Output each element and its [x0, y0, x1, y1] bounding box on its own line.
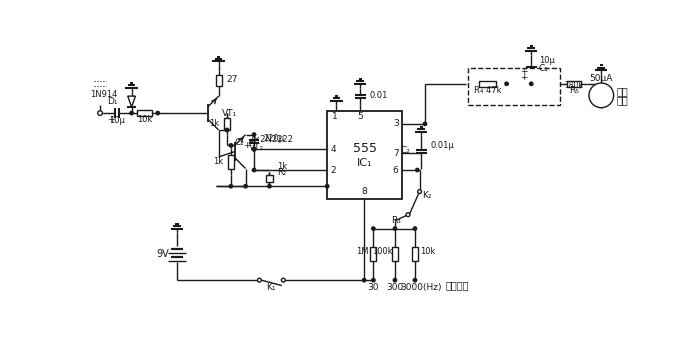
Text: K₂: K₂: [423, 191, 432, 200]
Circle shape: [362, 278, 366, 282]
Bar: [137, 110, 152, 116]
Text: 4: 4: [330, 145, 336, 154]
Circle shape: [589, 83, 613, 108]
Text: +: +: [520, 73, 527, 82]
Circle shape: [505, 82, 508, 85]
Text: R₂: R₂: [277, 168, 286, 177]
Circle shape: [423, 122, 427, 125]
Text: 1k: 1k: [210, 119, 219, 128]
Text: R₃: R₃: [391, 216, 401, 225]
Bar: [327, 111, 402, 199]
Circle shape: [229, 144, 232, 147]
Text: VT₁: VT₁: [221, 108, 237, 118]
Text: VT₂: VT₂: [248, 143, 264, 152]
Circle shape: [418, 190, 421, 194]
Circle shape: [281, 278, 285, 282]
Text: 面板: 面板: [617, 95, 629, 105]
Text: 1N914: 1N914: [90, 90, 118, 99]
Circle shape: [226, 128, 229, 132]
Text: 10k: 10k: [420, 247, 435, 256]
Text: 2: 2: [330, 165, 336, 175]
Bar: [266, 175, 273, 182]
Text: 30: 30: [368, 283, 379, 292]
Circle shape: [253, 147, 255, 151]
Circle shape: [253, 147, 255, 151]
Text: 3: 3: [393, 119, 398, 128]
Circle shape: [156, 112, 160, 115]
Text: 1k: 1k: [213, 157, 223, 166]
Text: 8: 8: [362, 187, 367, 196]
Bar: [216, 75, 221, 86]
Circle shape: [372, 227, 375, 230]
Circle shape: [413, 278, 416, 282]
Circle shape: [244, 184, 247, 188]
Circle shape: [268, 184, 271, 188]
Text: 10μ: 10μ: [539, 56, 555, 65]
Circle shape: [257, 278, 262, 282]
Text: C₁: C₁: [539, 64, 549, 73]
Circle shape: [413, 227, 416, 230]
Text: K₁: K₁: [266, 283, 276, 292]
Text: 9V: 9V: [157, 249, 169, 259]
Circle shape: [253, 168, 255, 172]
Text: 27: 27: [226, 76, 237, 84]
Circle shape: [393, 278, 397, 282]
Text: 555: 555: [353, 142, 377, 155]
Text: 3000(Hz): 3000(Hz): [400, 283, 442, 292]
Polygon shape: [128, 96, 135, 107]
Text: IC₁: IC₁: [357, 158, 372, 168]
Text: C₂: C₂: [400, 146, 410, 155]
Text: +: +: [520, 67, 527, 76]
Circle shape: [325, 184, 329, 188]
Circle shape: [393, 227, 397, 230]
Circle shape: [253, 133, 255, 136]
Text: 5: 5: [357, 113, 363, 121]
Text: 50μA: 50μA: [590, 74, 613, 83]
Circle shape: [130, 112, 133, 115]
Text: 300: 300: [387, 283, 404, 292]
Text: +: +: [243, 140, 250, 149]
Text: 10k: 10k: [137, 115, 153, 124]
Circle shape: [416, 168, 419, 172]
Text: 表头: 表头: [617, 86, 629, 97]
Circle shape: [372, 278, 375, 282]
Bar: [468, 68, 561, 105]
Text: R₅: R₅: [568, 86, 579, 95]
Text: 6: 6: [393, 165, 398, 175]
Text: +: +: [107, 115, 115, 124]
Text: 2×2N2222: 2×2N2222: [248, 135, 294, 144]
Text: D₁: D₁: [108, 97, 118, 106]
Text: 10μ: 10μ: [109, 116, 125, 125]
Text: R₄ 47k: R₄ 47k: [473, 86, 501, 95]
Circle shape: [98, 111, 102, 115]
Circle shape: [406, 213, 410, 217]
Bar: [479, 81, 496, 87]
Bar: [224, 118, 230, 130]
Bar: [371, 247, 376, 260]
Bar: [566, 81, 582, 87]
Text: 1: 1: [332, 113, 338, 121]
Circle shape: [229, 184, 232, 188]
Text: 180k: 180k: [564, 81, 583, 90]
Bar: [392, 247, 398, 260]
Text: 100k: 100k: [372, 247, 393, 256]
Text: 7: 7: [393, 148, 398, 158]
Text: C₂: C₂: [235, 138, 245, 147]
Text: 频率量程: 频率量程: [446, 280, 469, 290]
Bar: [228, 155, 234, 169]
Text: 1k: 1k: [277, 162, 287, 171]
Text: 0.01μ: 0.01μ: [430, 141, 454, 150]
Bar: [412, 247, 418, 260]
Circle shape: [530, 82, 533, 85]
Text: 0.01: 0.01: [369, 91, 388, 100]
Text: 1M: 1M: [356, 247, 369, 256]
Text: 220μ: 220μ: [263, 134, 285, 143]
